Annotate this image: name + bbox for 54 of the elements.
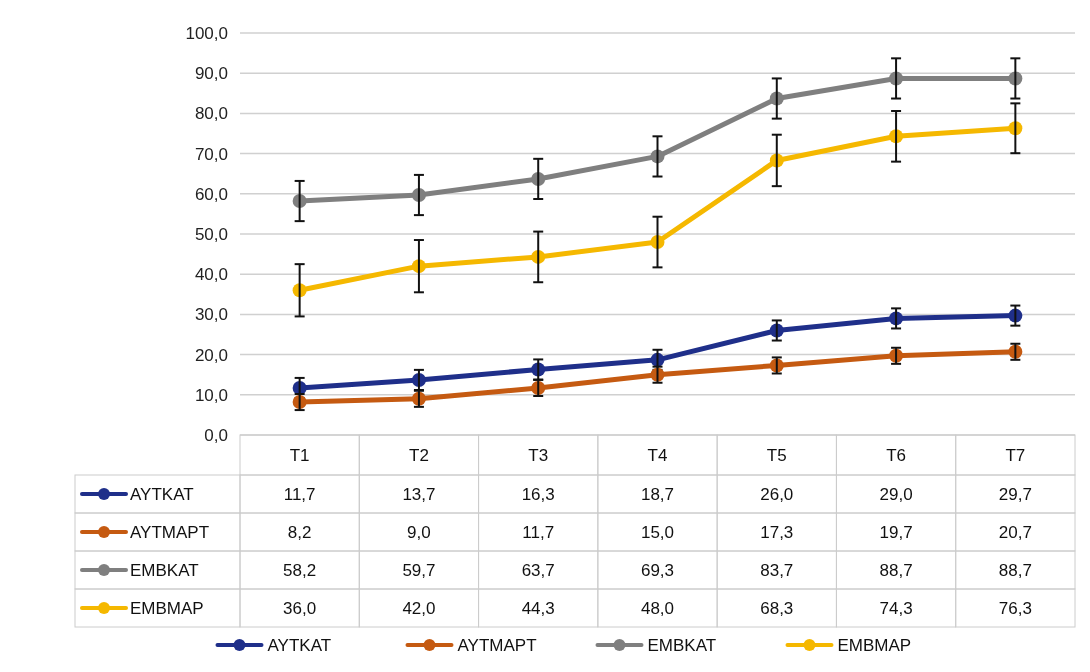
data-label: 16,3 — [521, 484, 555, 504]
legend-label: EMBMAP — [130, 598, 204, 618]
data-label: 29,7 — [998, 484, 1032, 504]
legend-label: AYTMAPT — [130, 522, 210, 542]
x-tick-label: T1 — [289, 445, 310, 465]
data-label: 88,7 — [998, 560, 1032, 580]
data-label: 15,0 — [640, 522, 675, 542]
y-tick-label: 60,0 — [194, 184, 228, 204]
data-label: 48,0 — [640, 598, 675, 618]
y-tick-label: 70,0 — [194, 144, 228, 164]
y-tick-label: 100,0 — [185, 23, 228, 43]
data-label: 59,7 — [402, 560, 436, 580]
data-label: 19,7 — [879, 522, 913, 542]
data-label: 8,2 — [287, 522, 312, 542]
y-tick-label: 0,0 — [204, 425, 228, 445]
text: EMBKAT — [647, 635, 717, 655]
y-tick-label: 30,0 — [194, 305, 228, 325]
data-label: 13,7 — [402, 484, 436, 504]
data-label: 69,3 — [640, 560, 675, 580]
y-tick-label: 80,0 — [194, 104, 228, 124]
data-label: 68,3 — [760, 598, 794, 618]
data-label: 88,7 — [879, 560, 913, 580]
data-label: 76,3 — [998, 598, 1032, 618]
x-tick-label: T7 — [1005, 445, 1026, 465]
data-label: 29,0 — [879, 484, 913, 504]
data-label: 20,7 — [998, 522, 1032, 542]
data-label: 11,7 — [283, 484, 316, 504]
data-label: 42,0 — [402, 598, 436, 618]
x-tick-label: T6 — [886, 445, 906, 465]
y-tick-label: 40,0 — [194, 265, 228, 285]
y-tick-label: 90,0 — [194, 64, 228, 84]
legend-label: EMBKAT — [130, 560, 199, 580]
x-tick-label: T5 — [766, 445, 787, 465]
y-tick-label: 50,0 — [194, 224, 228, 244]
data-label: 11,7 — [522, 522, 555, 542]
x-tick-label: T4 — [647, 445, 668, 465]
text: AYTMAPT — [457, 635, 537, 655]
data-label: 63,7 — [521, 560, 555, 580]
data-label: 17,3 — [760, 522, 794, 542]
data-label: 26,0 — [760, 484, 794, 504]
legend-label: AYTKAT — [130, 484, 194, 504]
data-label: 9,0 — [407, 522, 431, 542]
x-tick-label: T3 — [528, 445, 549, 465]
x-tick-label: T2 — [409, 445, 429, 465]
data-label: 74,3 — [879, 598, 913, 618]
data-label: 36,0 — [283, 598, 317, 618]
data-label: 18,7 — [640, 484, 675, 504]
data-label: 58,2 — [283, 560, 317, 580]
data-label: 83,7 — [760, 560, 794, 580]
y-tick-label: 20,0 — [194, 345, 228, 365]
y-tick-label: 10,0 — [194, 385, 228, 405]
text: EMBMAP — [837, 635, 912, 655]
data-label: 44,3 — [521, 598, 555, 618]
text: AYTKAT — [267, 635, 332, 655]
